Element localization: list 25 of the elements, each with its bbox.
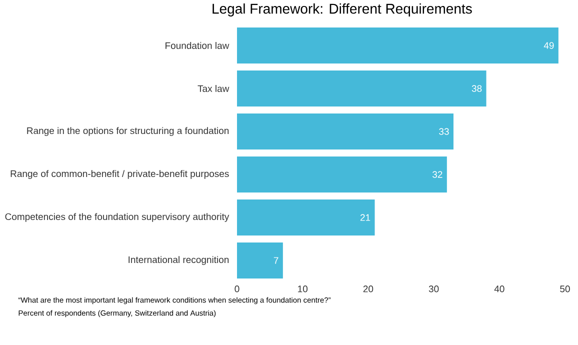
y-tick-label: Competencies of the foundation supervisory authority (5, 213, 230, 222)
x-tick-label: 40 (494, 286, 504, 292)
data-label: 38 (472, 85, 482, 92)
bar (237, 28, 558, 64)
chart-title: Legal Framework: Different Requirements (212, 3, 472, 16)
y-tick-label: Range of common-benefit / private-benefit purposes (10, 170, 229, 179)
y-tick-label: Foundation law (166, 42, 230, 49)
y-tick-label: Tax law (198, 85, 230, 92)
x-tick-label: 10 (298, 286, 308, 292)
x-tick-label: 30 (428, 286, 439, 292)
data-label: 21 (360, 214, 370, 221)
data-label: 33 (439, 128, 449, 135)
data-label: 49 (544, 42, 554, 49)
bar (237, 113, 454, 150)
data-label: 32 (432, 171, 442, 178)
bar (237, 199, 375, 236)
bar (237, 156, 447, 192)
x-tick-label: 0 (234, 286, 240, 292)
bar (237, 242, 283, 278)
data-label: 7 (274, 257, 278, 264)
y-tick-label: Range in the options for structuring a foundation (27, 127, 229, 136)
x-tick-label: 20 (363, 286, 374, 292)
bar (237, 70, 486, 106)
x-tick-label: 50 (560, 286, 570, 292)
y-tick-label: International recognition (128, 256, 229, 265)
